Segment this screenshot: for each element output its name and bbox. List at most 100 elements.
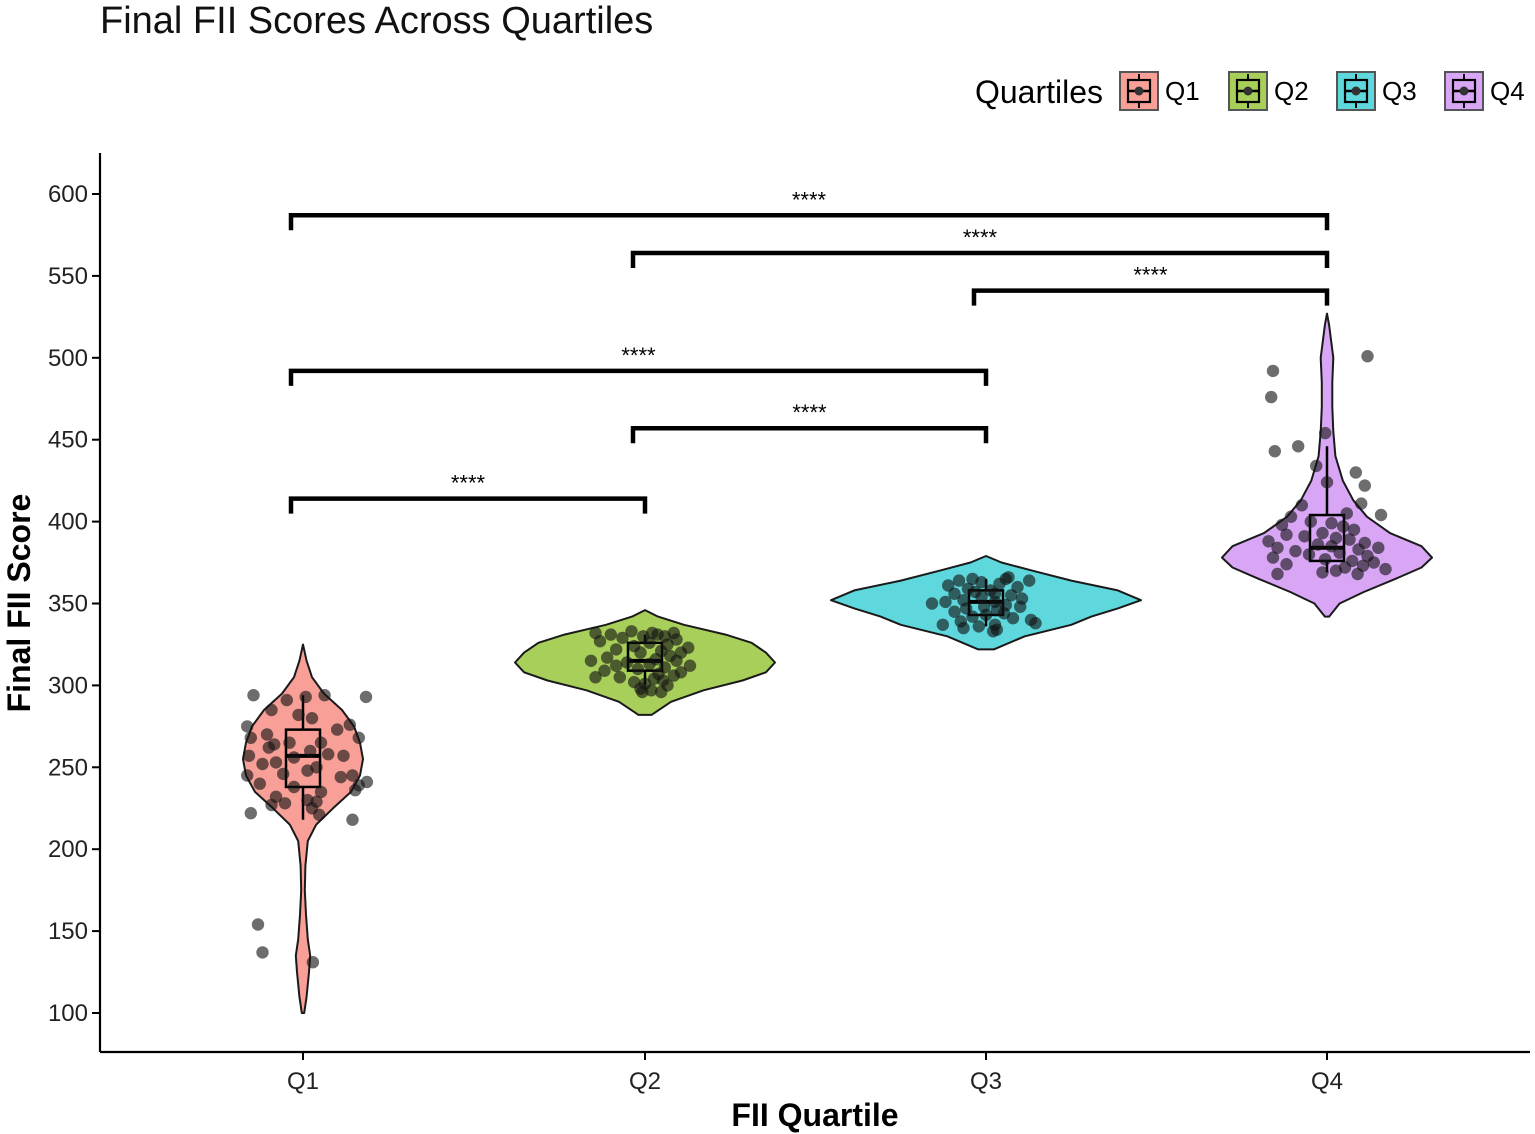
significance-bracket xyxy=(288,496,648,514)
data-point xyxy=(598,664,611,677)
data-point xyxy=(1029,617,1042,630)
significance-label: **** xyxy=(621,343,656,368)
data-point xyxy=(1265,390,1278,404)
data-point xyxy=(322,748,335,761)
data-point xyxy=(1304,515,1318,528)
legend-point-glyph xyxy=(1351,86,1361,96)
data-point xyxy=(975,576,988,589)
data-point xyxy=(948,605,961,618)
data-point xyxy=(634,646,647,659)
data-point xyxy=(253,777,266,790)
significance-bracket xyxy=(630,250,1330,268)
data-point xyxy=(1337,520,1350,533)
data-point xyxy=(313,808,326,821)
data-point xyxy=(334,770,347,784)
data-point xyxy=(241,720,254,733)
data-point xyxy=(610,643,623,656)
x-tick-label: Q2 xyxy=(629,1068,661,1095)
data-point xyxy=(1325,517,1338,530)
data-point xyxy=(610,659,623,672)
data-point xyxy=(1316,566,1329,579)
data-point xyxy=(939,595,952,609)
data-point xyxy=(1295,499,1309,512)
x-tick-label: Q4 xyxy=(1311,1068,1343,1095)
data-point xyxy=(925,597,939,610)
significance-bracket xyxy=(288,213,1330,231)
y-tick-label: 400 xyxy=(48,509,88,536)
data-point xyxy=(280,693,293,707)
legend-label-q3: Q3 xyxy=(1382,76,1417,106)
data-point xyxy=(1005,589,1018,602)
data-point xyxy=(655,685,668,699)
points-layer xyxy=(241,350,1392,969)
data-point xyxy=(256,757,269,771)
data-point xyxy=(1374,508,1388,522)
data-point xyxy=(256,946,269,959)
y-tick-label: 200 xyxy=(48,836,88,863)
significance-label: **** xyxy=(451,471,486,496)
data-point xyxy=(1271,567,1284,581)
data-point xyxy=(304,744,317,758)
data-point xyxy=(948,587,961,600)
data-point xyxy=(1275,518,1289,532)
y-axis-title: Final FII Score xyxy=(1,494,37,713)
data-point xyxy=(1268,445,1282,458)
data-point xyxy=(631,662,644,676)
data-point xyxy=(589,671,602,684)
data-point xyxy=(1372,541,1385,554)
data-point xyxy=(683,659,697,672)
legend-label-q2: Q2 xyxy=(1274,76,1309,106)
data-point xyxy=(349,784,362,797)
data-point xyxy=(352,731,365,744)
violin-q1 xyxy=(242,643,364,1014)
data-point xyxy=(670,654,683,667)
data-point xyxy=(305,712,319,725)
data-point xyxy=(244,731,257,744)
data-point xyxy=(952,574,966,587)
data-point xyxy=(1352,543,1365,556)
data-point xyxy=(936,618,949,631)
data-point xyxy=(244,807,257,820)
boxplots-layer xyxy=(284,446,1346,820)
significance-label: **** xyxy=(792,400,827,425)
y-tick-label: 150 xyxy=(48,918,88,945)
data-point xyxy=(667,669,680,682)
data-point xyxy=(269,756,283,769)
data-point xyxy=(314,785,328,799)
data-point xyxy=(1355,497,1368,510)
data-point xyxy=(314,736,328,749)
data-point xyxy=(1310,459,1323,473)
data-point xyxy=(265,798,278,812)
data-point xyxy=(1320,476,1334,489)
significance-label: **** xyxy=(1133,263,1168,288)
data-point xyxy=(1284,510,1298,523)
data-point xyxy=(301,764,314,777)
data-point xyxy=(584,654,598,667)
data-point xyxy=(278,797,292,810)
data-point xyxy=(593,635,607,648)
data-point xyxy=(247,689,260,702)
data-point xyxy=(1280,558,1293,571)
data-point xyxy=(346,769,359,782)
data-point xyxy=(337,749,350,762)
data-point xyxy=(277,767,290,781)
data-point xyxy=(1319,553,1332,566)
data-point xyxy=(318,689,331,702)
data-point xyxy=(1292,440,1305,453)
data-point xyxy=(1340,507,1354,520)
data-point xyxy=(343,718,356,731)
data-point xyxy=(1311,538,1325,551)
data-point xyxy=(1361,350,1374,363)
y-tick-label: 350 xyxy=(48,591,88,618)
x-tick-label: Q1 xyxy=(287,1068,319,1095)
legend: Quartiles Q1 Q2 Q3 Q4 xyxy=(975,71,1525,111)
data-point xyxy=(1358,479,1372,492)
violins-layer xyxy=(242,312,1433,1014)
data-point xyxy=(1014,600,1027,613)
x-axis-title: FII Quartile xyxy=(731,1097,898,1133)
data-point xyxy=(620,656,634,669)
data-point xyxy=(643,657,656,671)
data-point xyxy=(1367,556,1381,569)
legend-label-q1: Q1 xyxy=(1165,76,1200,106)
